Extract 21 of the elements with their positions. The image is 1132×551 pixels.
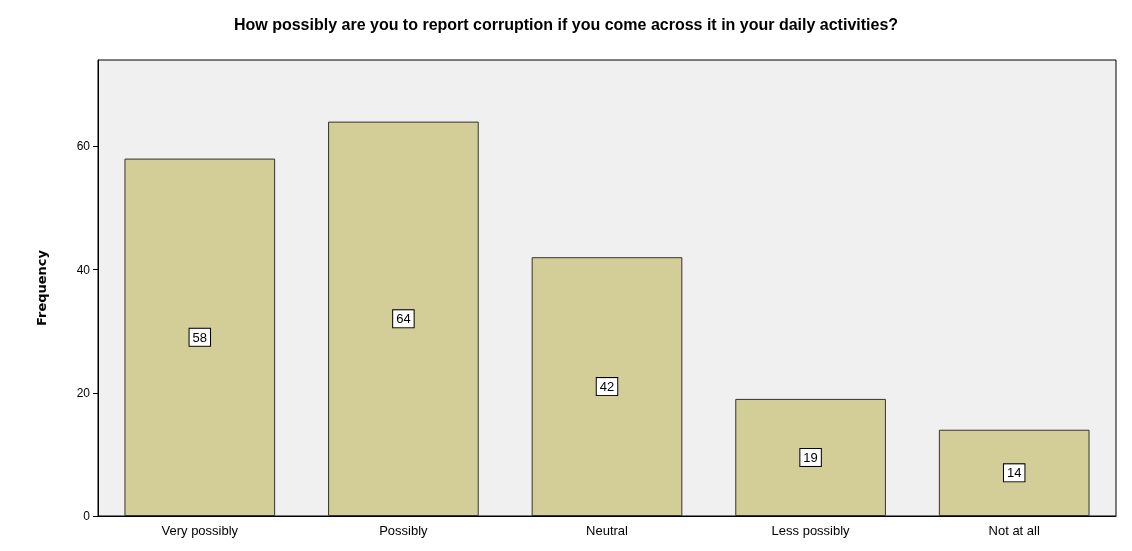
bar: [328, 121, 479, 516]
data-label: 64: [396, 311, 411, 327]
bar: [531, 257, 683, 516]
x-tick-label: Not at all: [988, 523, 1040, 538]
x-tick-label: Possibly: [379, 523, 429, 538]
data-label: 42: [599, 379, 615, 395]
bar: [735, 398, 886, 516]
y-tick-label: 40: [76, 262, 91, 277]
chart-title: How possibly are you to report corruption if you come across it in your daily activities?: [233, 16, 899, 33]
x-tick-label: Less possibly: [771, 523, 851, 538]
bar: [938, 429, 1090, 516]
y-axis-title: Frequency: [34, 249, 49, 327]
data-label: 19: [803, 449, 818, 465]
y-tick-label: 0: [83, 509, 91, 523]
bar: [124, 158, 276, 516]
x-tick-label: Very possibly: [161, 523, 239, 538]
data-label: 58: [192, 329, 208, 345]
y-tick-label: 20: [76, 385, 91, 400]
data-label: 14: [1006, 465, 1022, 481]
x-tick-label: Neutral: [586, 523, 629, 538]
y-tick-label: 60: [76, 139, 91, 154]
